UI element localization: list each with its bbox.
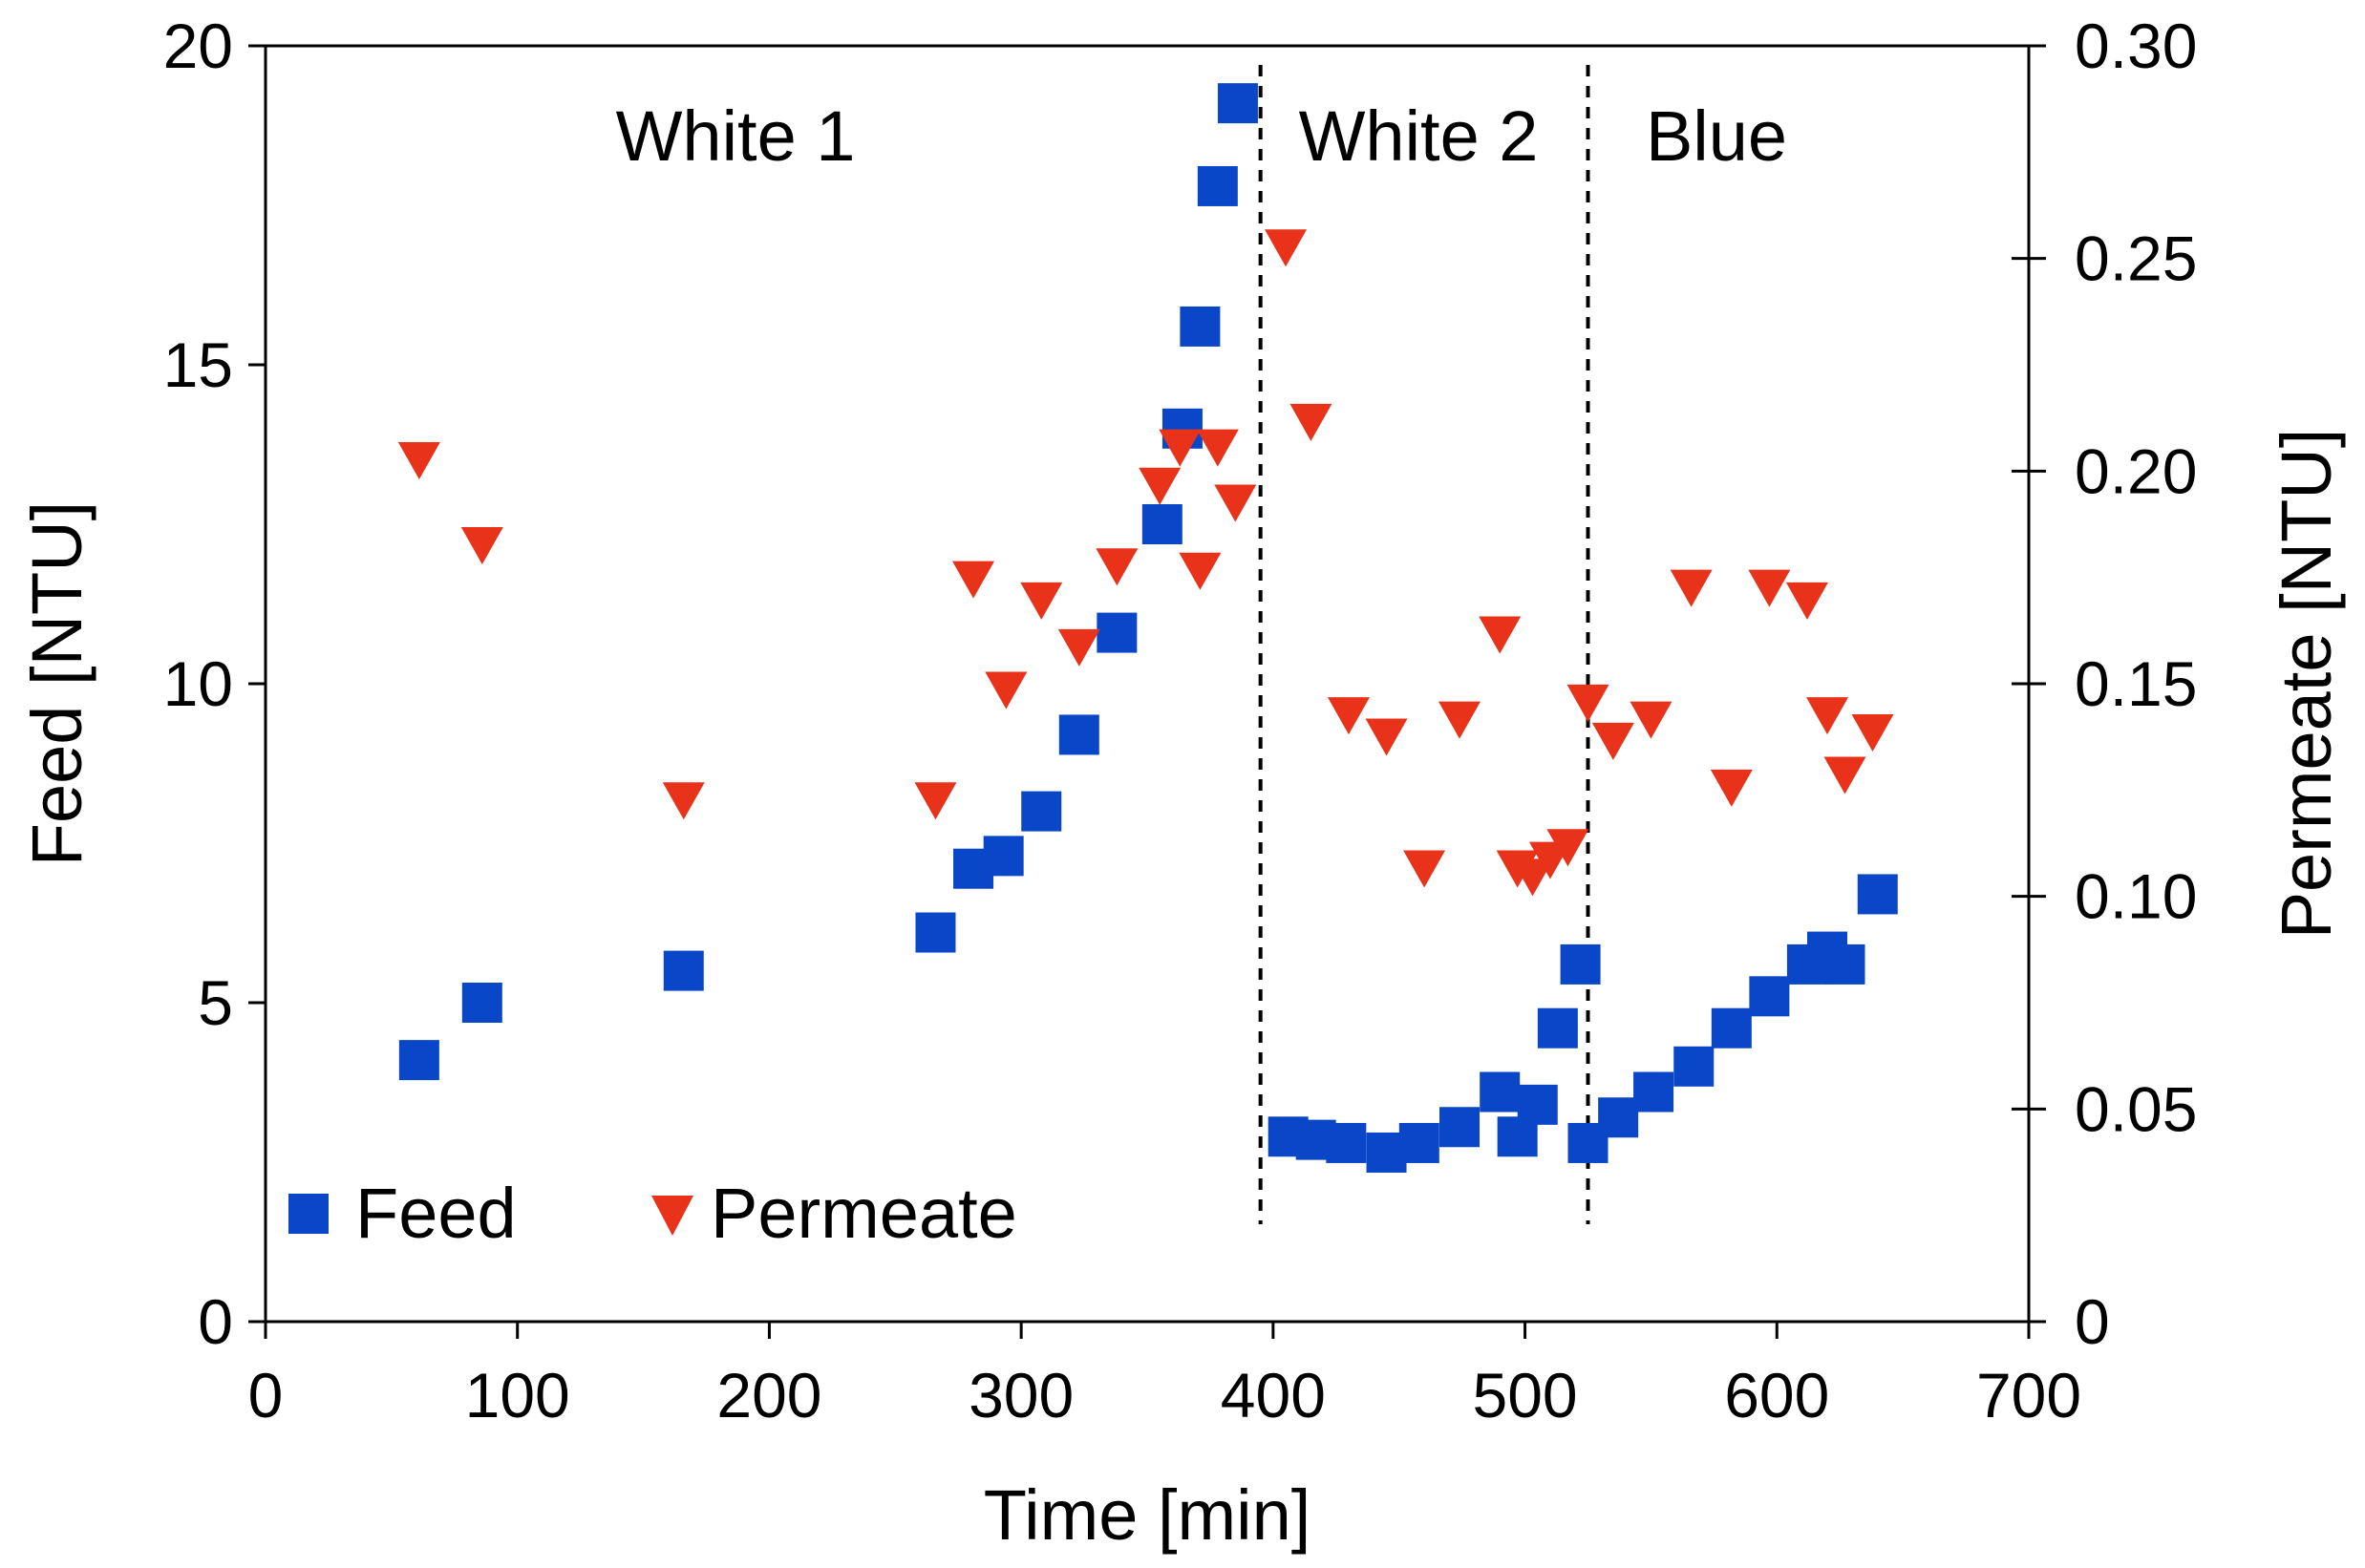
permeate-point bbox=[1403, 850, 1446, 888]
feed-point bbox=[1180, 306, 1221, 347]
data-series bbox=[397, 83, 1898, 1173]
feed-point bbox=[1824, 943, 1865, 985]
region-label-white-2: White 2 bbox=[1299, 96, 1539, 176]
y-tick-label: 10 bbox=[163, 648, 233, 719]
permeate-point bbox=[397, 441, 440, 479]
permeate-point bbox=[1214, 484, 1257, 522]
y-tick-label: 5 bbox=[198, 967, 233, 1038]
permeate-point bbox=[1546, 829, 1589, 867]
permeate-point bbox=[1479, 616, 1522, 654]
feed-point bbox=[1097, 612, 1138, 653]
permeate-point bbox=[1139, 467, 1182, 505]
region-boundaries bbox=[1258, 65, 1590, 1224]
x-axis-ticks: 0 100 200 300 400 500 600 700 bbox=[248, 1322, 2081, 1430]
permeate-point bbox=[662, 782, 705, 820]
feed-point bbox=[398, 1040, 439, 1081]
permeate-point bbox=[1785, 582, 1828, 620]
permeate-point bbox=[1630, 701, 1673, 739]
feed-point bbox=[1517, 1084, 1558, 1125]
permeate-point bbox=[914, 782, 957, 820]
feed-point bbox=[1021, 791, 1062, 832]
y2-tick-label: 0 bbox=[2075, 1286, 2110, 1357]
y-axis-label: Feed [NTU] bbox=[17, 501, 96, 866]
feed-point bbox=[1141, 504, 1182, 544]
legend: Feed Permeate bbox=[288, 1174, 1017, 1253]
feed-point bbox=[461, 983, 502, 1023]
feed-point bbox=[1537, 1007, 1578, 1049]
x-tick-label: 300 bbox=[969, 1360, 1074, 1430]
feed-point bbox=[1857, 874, 1898, 915]
x-axis-label: Time [min] bbox=[984, 1475, 1311, 1555]
y2-tick-label: 0.30 bbox=[2075, 11, 2197, 81]
x-tick-label: 700 bbox=[1976, 1360, 2081, 1430]
permeate-point bbox=[952, 561, 995, 599]
y-axis-ticks: 0 5 10 15 20 bbox=[163, 11, 266, 1357]
feed-point bbox=[1673, 1046, 1715, 1087]
feed-point bbox=[1480, 1071, 1521, 1112]
region-label-blue: Blue bbox=[1646, 96, 1787, 176]
permeate-point bbox=[1710, 769, 1753, 807]
permeate-point bbox=[1265, 229, 1308, 267]
y2-tick-label: 0.10 bbox=[2075, 861, 2197, 932]
plot-frame bbox=[264, 44, 2031, 1324]
feed-point bbox=[983, 836, 1024, 877]
legend-permeate-label: Permeate bbox=[711, 1174, 1017, 1253]
permeate-point bbox=[1591, 722, 1634, 760]
feed-point bbox=[1217, 83, 1258, 124]
permeate-point bbox=[460, 527, 503, 565]
y-tick-label: 15 bbox=[163, 329, 233, 400]
permeate-point bbox=[1057, 628, 1100, 667]
feed-point bbox=[915, 912, 956, 953]
y2-tick-label: 0.25 bbox=[2075, 223, 2197, 294]
permeate-point bbox=[1179, 552, 1222, 590]
permeate-point bbox=[1511, 858, 1554, 897]
feed-point bbox=[1749, 976, 1790, 1017]
y2-tick-label: 0.20 bbox=[2075, 435, 2197, 506]
feed-point bbox=[663, 950, 704, 991]
y2-tick-label: 0.05 bbox=[2075, 1073, 2197, 1144]
x-tick-label: 200 bbox=[716, 1360, 821, 1430]
legend-permeate-marker bbox=[651, 1196, 693, 1236]
permeate-point bbox=[985, 671, 1028, 710]
permeate-point bbox=[1851, 713, 1894, 752]
y2-axis-ticks: 0 0.05 0.10 0.15 0.20 0.25 0.30 bbox=[2012, 11, 2197, 1357]
x-tick-label: 100 bbox=[465, 1360, 570, 1430]
y-tick-label: 0 bbox=[198, 1286, 233, 1357]
x-tick-label: 500 bbox=[1473, 1360, 1578, 1430]
y2-axis-label: Permeate [NTU] bbox=[2267, 429, 2346, 940]
permeate-point bbox=[1670, 569, 1713, 607]
feed-point bbox=[1560, 943, 1601, 985]
permeate-point bbox=[1365, 718, 1408, 756]
permeate-point bbox=[1566, 684, 1609, 722]
feed-point bbox=[1711, 1007, 1752, 1049]
permeate-point bbox=[1159, 429, 1202, 467]
permeate-point bbox=[1020, 582, 1063, 620]
feed-point bbox=[1058, 714, 1099, 755]
feed-point bbox=[1598, 1097, 1639, 1138]
permeate-point bbox=[1327, 697, 1370, 735]
permeate-point bbox=[1806, 697, 1849, 735]
feed-point bbox=[1326, 1122, 1367, 1163]
y2-tick-label: 0.15 bbox=[2075, 648, 2197, 719]
permeate-point bbox=[1438, 701, 1481, 739]
permeate-point bbox=[1748, 569, 1791, 607]
permeate-point bbox=[1096, 548, 1139, 586]
x-tick-label: 600 bbox=[1724, 1360, 1829, 1430]
feed-point bbox=[1439, 1107, 1481, 1148]
legend-feed-label: Feed bbox=[355, 1174, 517, 1253]
region-label-white-1: White 1 bbox=[616, 96, 856, 176]
permeate-point bbox=[1289, 403, 1332, 441]
feed-point bbox=[1197, 165, 1238, 206]
feed-point bbox=[1398, 1122, 1439, 1163]
legend-feed-marker bbox=[288, 1194, 329, 1234]
permeate-point bbox=[1823, 756, 1866, 795]
feed-point bbox=[1633, 1071, 1674, 1112]
x-tick-label: 400 bbox=[1221, 1360, 1326, 1430]
permeate-point bbox=[1196, 429, 1239, 467]
x-tick-label: 0 bbox=[248, 1360, 284, 1430]
y-tick-label: 20 bbox=[163, 11, 233, 81]
